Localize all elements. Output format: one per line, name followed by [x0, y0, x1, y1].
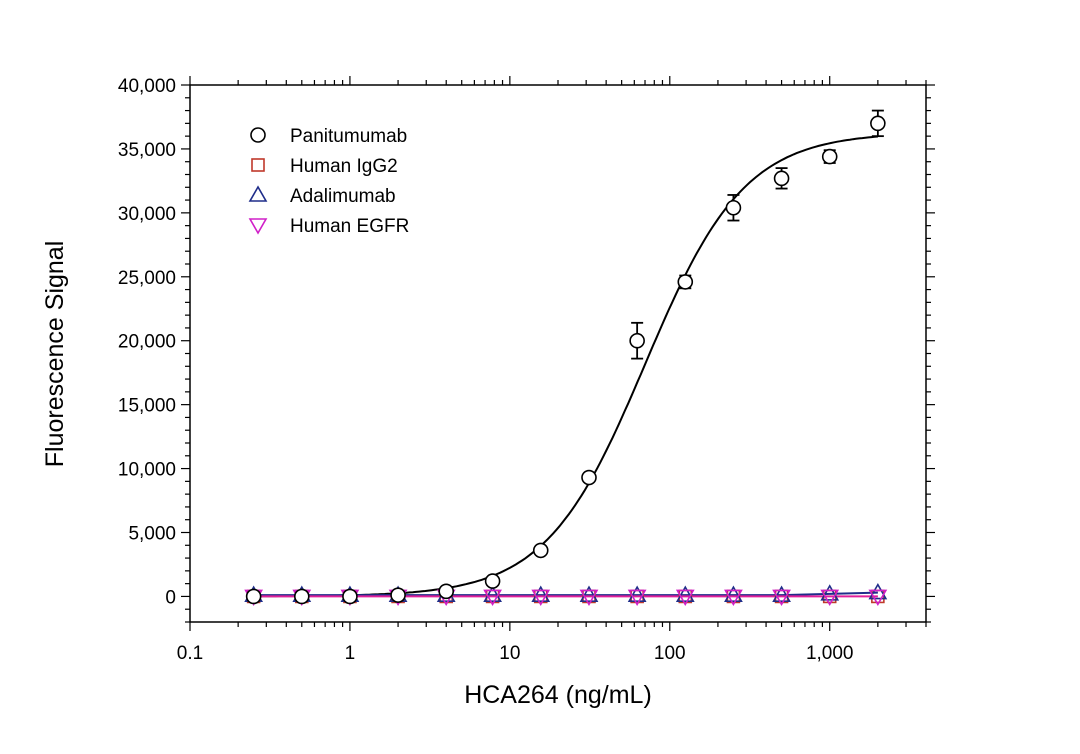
point-circle: [293, 588, 310, 605]
axes: 0 5,000 10,000 15,000 20,000 25,000 30,000 35,0…: [118, 76, 935, 664]
legend-label: Human EGFR: [290, 216, 409, 237]
point-triangle-down: [627, 589, 647, 607]
y-tick-label: 35,000: [118, 140, 176, 161]
x-axis-title: HCA264 (ng/mL): [464, 681, 652, 709]
point-circle: [245, 588, 262, 605]
point-triangle-up: [820, 584, 840, 601]
data-points: [244, 109, 888, 607]
point-circle: [870, 115, 886, 132]
legend-marker-triangle-down: [248, 218, 268, 235]
point-circle: [725, 199, 742, 216]
point-triangle-up: [772, 585, 791, 602]
legend-label: Human IgG2: [290, 156, 398, 177]
point-triangle-down: [483, 589, 502, 607]
fit-curves: [253, 135, 878, 598]
point-circle: [438, 583, 455, 600]
x-tick-label: 1: [345, 643, 356, 664]
point-triangle-down: [531, 589, 551, 607]
point-circle: [677, 274, 694, 290]
y-tick-label: 20,000: [118, 332, 176, 353]
point-circle: [773, 170, 790, 187]
point-triangle-down: [579, 589, 599, 607]
point-triangle-up: [531, 585, 551, 602]
x-tick-label: 100: [654, 643, 686, 664]
y-tick-label: 5,000: [128, 524, 176, 545]
point-circle: [342, 588, 358, 605]
x-tick-label: 0.1: [177, 643, 203, 664]
point-circle: [390, 587, 406, 603]
y-tick-label: 40,000: [118, 76, 176, 97]
y-tick-label: 15,000: [118, 396, 176, 417]
point-circle: [629, 332, 645, 349]
point-triangle-up: [675, 585, 695, 602]
point-triangle-up: [627, 585, 647, 602]
legend-marker-circle: [250, 127, 266, 143]
y-tick-label: 10,000: [118, 460, 176, 481]
fit-line-2: [253, 591, 878, 597]
point-circle: [484, 573, 501, 589]
y-tick-label: 30,000: [118, 204, 176, 225]
point-triangle-up: [579, 585, 599, 602]
point-circle: [581, 469, 597, 486]
x-tick-label: 10: [499, 643, 520, 664]
point-triangle-down: [868, 589, 888, 607]
y-tick-label: 25,000: [118, 268, 176, 289]
legend-marker-square: [251, 158, 265, 172]
legend: Panitumumab Human IgG2 Adalimumab Human EGF…: [248, 126, 409, 237]
legend-label: Panitumumab: [290, 126, 407, 147]
y-axis-title: Fluorescence Signal: [41, 241, 69, 468]
point-triangle-up: [483, 585, 502, 602]
point-triangle-down: [675, 589, 695, 607]
point-triangle-up: [868, 582, 888, 600]
point-triangle-down: [820, 589, 840, 607]
legend-marker-triangle-up: [248, 185, 268, 202]
legend-label: Adalimumab: [290, 186, 396, 207]
point-circle: [821, 148, 838, 165]
y-tick-label: 0: [165, 587, 176, 608]
point-triangle-down: [772, 589, 791, 607]
point-circle: [532, 542, 549, 559]
x-tick-label: 1,000: [806, 643, 854, 664]
point-triangle-down: [724, 589, 743, 607]
point-triangle-up: [724, 585, 743, 602]
